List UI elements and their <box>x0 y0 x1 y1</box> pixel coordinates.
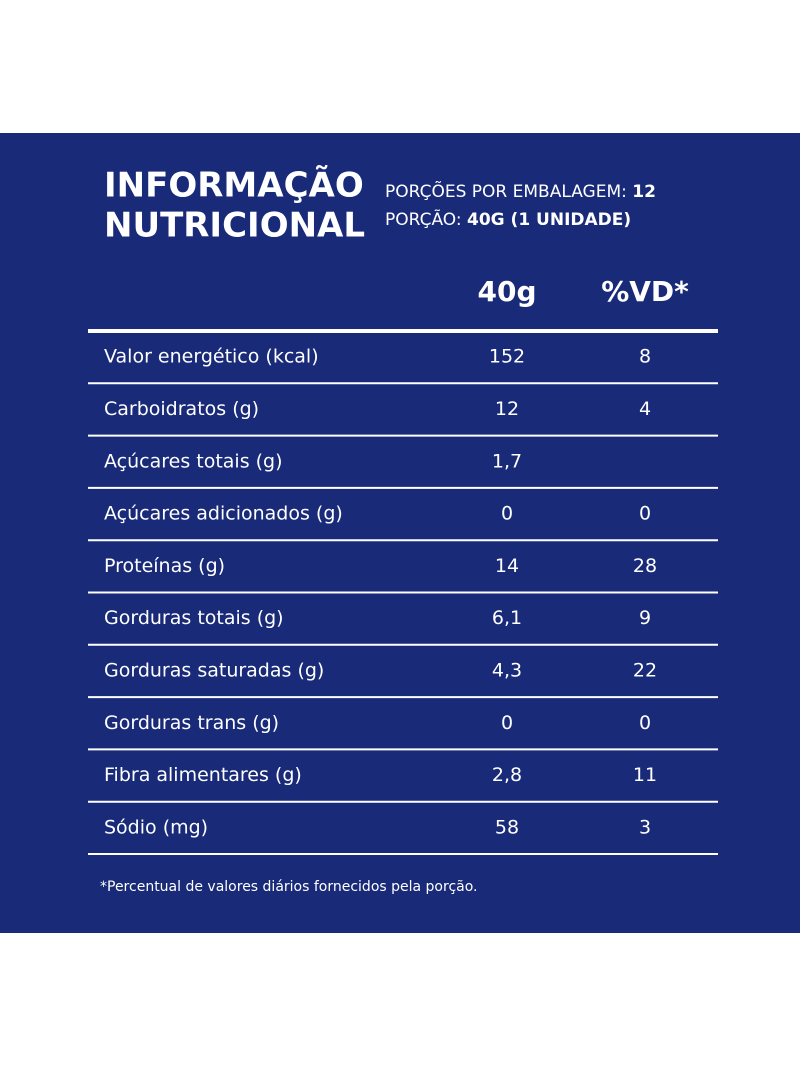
nutrient: Açúcares adicionados (g) <box>104 503 343 525</box>
daily-value: 22 <box>633 659 657 681</box>
portion-label: PORÇÃO: <box>385 208 462 230</box>
nutrient: Proteínas (g) <box>104 555 225 577</box>
amount: 12 <box>495 398 519 420</box>
amount: 152 <box>489 346 525 368</box>
daily-value: 0 <box>639 712 651 734</box>
amount: 4,3 <box>492 659 522 681</box>
nutrient: Gorduras saturadas (g) <box>104 659 324 681</box>
portion-value: 40G (1 UNIDADE) <box>467 210 631 230</box>
footnote: *Percentual de valores diários fornecido… <box>100 879 478 895</box>
daily-value: 28 <box>633 555 657 577</box>
amount: 14 <box>495 555 519 577</box>
nutrient: Açúcares totais (g) <box>104 450 283 472</box>
nutrient: Gorduras totais (g) <box>104 607 284 629</box>
amount: 1,7 <box>492 450 522 472</box>
nutrient: Carboidratos (g) <box>104 398 259 420</box>
portion: PORÇÃO: 40G (1 UNIDADE) <box>385 208 631 230</box>
amount: 6,1 <box>492 607 522 629</box>
rows: Valor energético (kcal) 152 8 Carboidratos … <box>88 346 718 855</box>
column-header: %VD* <box>601 275 689 308</box>
daily-value: 4 <box>639 398 651 420</box>
nutrient: Valor energético (kcal) <box>104 346 319 368</box>
amount: 0 <box>501 712 513 734</box>
amount: 2,8 <box>492 764 522 786</box>
title: INFORMAÇÃO <box>104 165 364 206</box>
amount: 0 <box>501 503 513 525</box>
servings-value: 12 <box>632 182 656 202</box>
daily-value: 11 <box>633 764 657 786</box>
daily-value: 0 <box>639 503 651 525</box>
column-header: 40g <box>477 275 536 308</box>
amount: 58 <box>495 816 519 838</box>
nutrient: Gorduras trans (g) <box>104 712 279 734</box>
nutrient: Sódio (mg) <box>104 816 208 838</box>
daily-value: 3 <box>639 816 651 838</box>
title: NUTRICIONAL <box>104 206 365 246</box>
servings: PORÇÕES POR EMBALAGEM: 12 <box>385 180 656 202</box>
panel <box>0 133 800 933</box>
daily-value: 9 <box>639 607 651 629</box>
servings-label: PORÇÕES POR EMBALAGEM: <box>385 180 627 202</box>
nutrient: Fibra alimentares (g) <box>104 764 302 786</box>
daily-value: 8 <box>639 346 651 368</box>
